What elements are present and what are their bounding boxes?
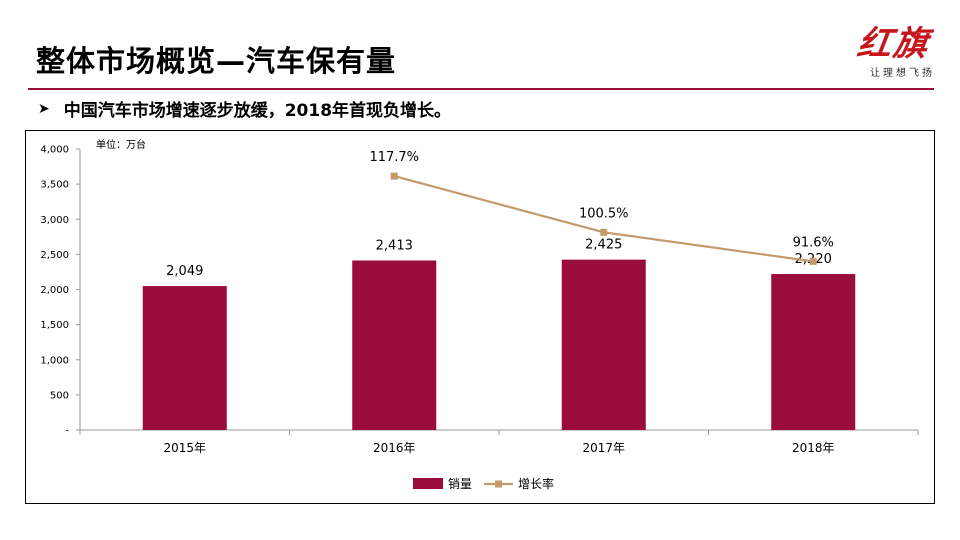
y-tick-label: 1,000 [40,355,69,366]
legend-swatch-marker [495,480,502,488]
page-title: 整体市场概览—汽车保有量 [36,44,397,78]
x-tick-label: 2018年 [792,441,835,455]
growth-rate-marker [390,172,398,180]
brand-logo: 红旗 让理想飞扬 [854,16,944,79]
y-tick-label: 2,500 [40,250,69,261]
logo-subtitle: 让理想飞扬 [870,68,935,79]
y-tick-label: - [65,426,69,437]
bullet-text: 中国汽车市场增速逐步放缓，2018年首现负增长。 [63,101,452,121]
growth-rate-label: 117.7% [369,150,419,165]
y-tick-label: 4,000 [40,145,69,156]
bar-2018年 [771,274,856,430]
bar-value-label: 2,413 [376,238,413,253]
logo-script: 红旗 [854,24,933,64]
bar-2017年 [561,259,646,430]
title-divider [28,88,934,90]
growth-rate-label: 100.5% [579,206,629,221]
unit-label: 单位：万台 [96,138,146,151]
bar-value-label: 2,049 [166,264,203,279]
x-tick-label: 2015年 [163,441,206,455]
growth-rate-label: 91.6% [793,235,834,250]
y-tick-label: 2,000 [40,285,69,296]
bar-2016年 [352,260,437,430]
y-tick-label: 3,000 [40,215,69,226]
x-tick-label: 2017年 [582,441,625,455]
arrow-bullet-icon: ➤ [38,100,50,117]
chart-frame: 单位：万台 - 500 1,000 1,500 2,000 2,500 3,000 3,500 4… [25,130,935,504]
bar-value-label: 2,425 [585,238,622,253]
combo-chart: 单位：万台 - 500 1,000 1,500 2,000 2,500 3,000 3,500 4… [40,138,919,491]
y-tick-label: 1,500 [40,320,69,331]
growth-rate-marker [809,257,817,265]
growth-rate-marker [600,228,608,236]
legend-label-line: 增长率 [518,476,554,491]
y-tick-label: 500 [50,390,69,401]
bullet-point: ➤ 中国汽车市场增速逐步放缓，2018年首现负增长。 [38,96,452,122]
y-tick-label: 3,500 [40,180,69,191]
legend-label-bar: 销量 [448,477,472,491]
x-tick-label: 2016年 [373,441,416,455]
bar-2015年 [142,286,227,430]
legend-swatch-bar [413,478,443,489]
